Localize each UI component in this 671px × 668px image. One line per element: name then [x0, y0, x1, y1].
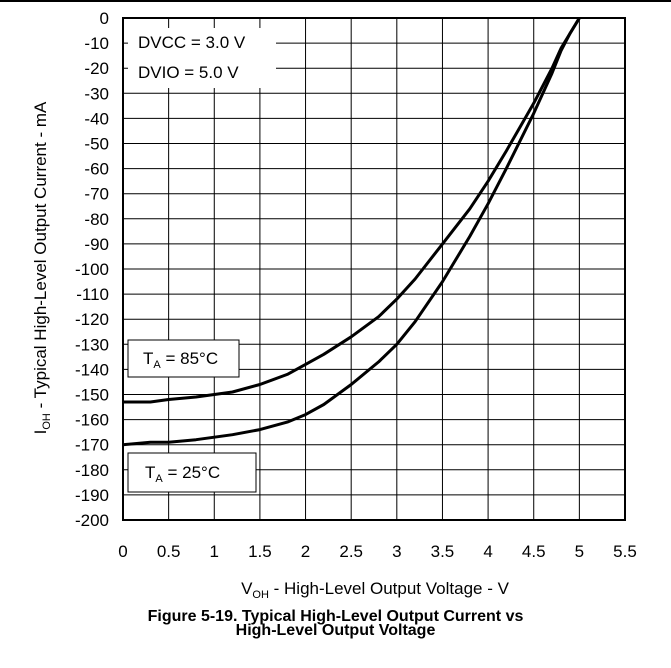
y-tick-label: -20 [84, 59, 109, 78]
x-tick-label: 2.5 [339, 542, 363, 561]
y-axis-label-sub: OH [41, 413, 53, 430]
y-tick-label: -80 [84, 210, 109, 229]
ta25-label-rest: = 25°C [163, 463, 220, 482]
x-tick-label: 3.5 [431, 542, 455, 561]
plot-frame [122, 17, 626, 521]
y-tick-label: -100 [75, 260, 109, 279]
x-tick-label: 0 [118, 542, 127, 561]
ta25-label-main: T [145, 463, 155, 482]
y-tick-label: -180 [75, 461, 109, 480]
y-tick-label: -60 [84, 160, 109, 179]
y-tick-label: -200 [75, 511, 109, 530]
y-axis-label: IOH - Typical High-Level Output Current … [31, 101, 53, 434]
x-tick-label: 3 [392, 542, 401, 561]
conditions-box [128, 28, 276, 88]
x-axis-label-rest: - High-Level Output Voltage - V [269, 579, 510, 598]
x-axis-label-sub: OH [252, 589, 269, 600]
series-line-ta85 [123, 17, 581, 404]
y-tick-label: -150 [75, 386, 109, 405]
ta85-label: TA = 85°C [143, 349, 218, 371]
y-tick-label: -40 [84, 109, 109, 128]
figure-caption-line-1: Figure 5-19. Typical High-Level Output C… [147, 608, 524, 625]
x-tick-label: 5.5 [613, 542, 637, 561]
y-tick-labels: 0 -10 -20 -30 -40 -50 -60 -70 -80 -90 -100 -110 -120… [75, 9, 109, 530]
x-tick-label: 0.5 [157, 542, 181, 561]
condition-dvio: DVIO = 5.0 V [138, 63, 239, 82]
ta25-label-box [127, 452, 257, 493]
ta85-label-rest: = 85°C [161, 349, 218, 368]
x-tick-label: 1.5 [248, 542, 272, 561]
condition-dvcc: DVCC = 3.0 V [138, 33, 246, 52]
x-tick-label: 4.5 [522, 542, 546, 561]
x-tick-labels: 0 0.5 1 1.5 2 2.5 3 3.5 4 4.5 5 5.5 [118, 542, 637, 561]
x-axis-label: VOH - High-Level Output Voltage - V [241, 579, 510, 600]
y-axis-label-main: I [31, 430, 50, 435]
x-tick-label: 1 [210, 542, 219, 561]
y-tick-label: -190 [75, 486, 109, 505]
ta85-label-sub: A [153, 359, 161, 371]
y-tick-label: -50 [84, 135, 109, 154]
y-tick-label: -160 [75, 411, 109, 430]
ta85-label-main: T [143, 349, 153, 368]
chart-grid [123, 18, 625, 520]
x-tick-label: 2 [301, 542, 310, 561]
y-tick-label: -110 [76, 285, 109, 304]
y-tick-label: -70 [84, 185, 109, 204]
y-tick-label: -170 [75, 436, 109, 455]
y-tick-label: -10 [84, 34, 109, 53]
y-tick-label: -130 [75, 335, 109, 354]
y-tick-label: -90 [84, 235, 109, 254]
x-axis-label-main: V [241, 579, 253, 598]
top-rule [0, 0, 671, 2]
series-layer [122, 17, 581, 447]
x-tick-label: 5 [575, 542, 584, 561]
y-tick-label: -120 [75, 310, 109, 329]
y-axis-label-rest: - Typical High-Level Output Current - mA [31, 101, 50, 413]
y-tick-label: -30 [84, 84, 109, 103]
figure-caption-line-2: High-Level Output Voltage [235, 622, 436, 639]
ta25-label-sub: A [155, 473, 163, 485]
y-tick-label: -140 [75, 360, 109, 379]
chart: 0 -10 -20 -30 -40 -50 -60 -70 -80 -90 -100 -110 -120… [31, 9, 637, 600]
y-tick-label: 0 [100, 9, 109, 28]
series-line-ta25 [122, 17, 581, 447]
ta85-label-box [127, 339, 240, 378]
ta25-label: TA = 25°C [145, 463, 220, 485]
x-tick-label: 4 [483, 542, 492, 561]
